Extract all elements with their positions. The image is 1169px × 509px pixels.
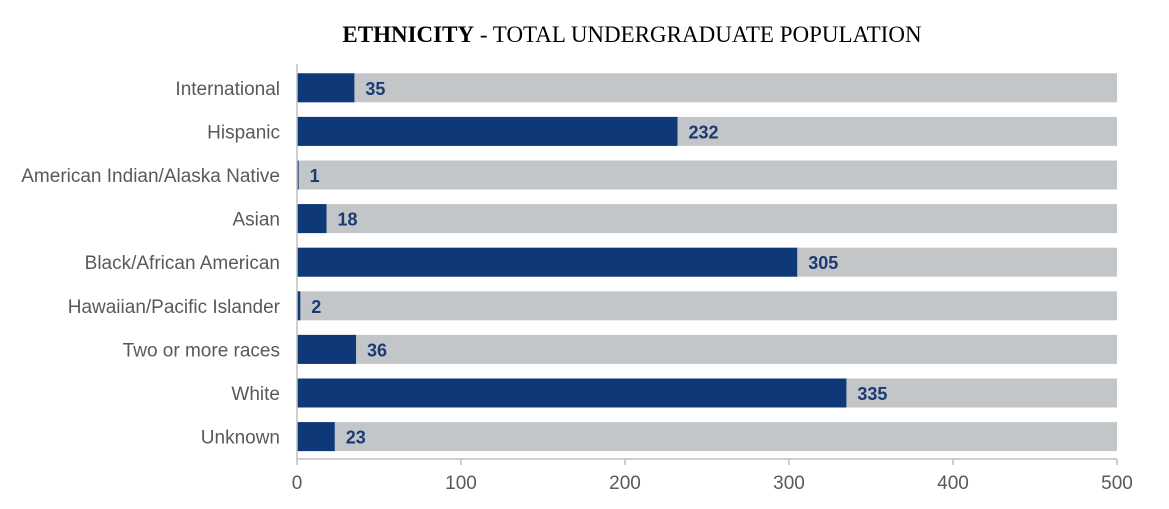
value-bar <box>297 334 357 364</box>
category-label: Asian <box>232 210 280 231</box>
category-label: American Indian/Alaska Native <box>21 166 280 187</box>
value-bar <box>297 160 299 190</box>
value-bar <box>297 378 847 408</box>
background-bar <box>297 160 1117 190</box>
data-label: 18 <box>338 210 358 230</box>
background-bar <box>297 422 1117 452</box>
background-bar <box>297 204 1117 234</box>
background-bar <box>297 73 1117 103</box>
value-bar <box>297 247 798 277</box>
value-bar <box>297 73 355 103</box>
value-bar <box>297 422 335 452</box>
data-label: 305 <box>808 253 838 273</box>
x-tick-label: 200 <box>609 473 641 494</box>
category-label: Hawaiian/Pacific Islander <box>68 297 281 318</box>
value-bar <box>297 204 327 234</box>
x-tick-label: 0 <box>292 473 303 494</box>
data-label: 35 <box>365 79 385 99</box>
x-tick-label: 500 <box>1101 473 1133 494</box>
chart-title-rest: - TOTAL UNDERGRADUATE POPULATION <box>474 22 922 47</box>
x-tick-label: 300 <box>773 473 805 494</box>
data-label: 36 <box>367 340 387 360</box>
category-label: Unknown <box>201 428 280 449</box>
category-label: International <box>175 79 280 100</box>
data-label: 23 <box>346 428 366 448</box>
category-label: Black/African American <box>85 253 280 274</box>
category-label: White <box>231 384 280 405</box>
data-label: 1 <box>310 166 320 186</box>
chart-title-bold: ETHNICITY <box>342 22 475 47</box>
x-tick-label: 400 <box>937 473 969 494</box>
data-label: 335 <box>857 384 887 404</box>
x-tick-label: 100 <box>445 473 477 494</box>
data-label: 232 <box>688 122 718 142</box>
value-bar <box>297 116 678 146</box>
data-label: 2 <box>311 297 321 317</box>
chart-title: ETHNICITY - TOTAL UNDERGRADUATE POPULATI… <box>0 22 1169 48</box>
background-bar <box>297 291 1117 321</box>
category-label: Hispanic <box>207 122 280 143</box>
background-bar <box>297 334 1117 364</box>
category-label: Two or more races <box>123 340 280 361</box>
value-bar <box>297 291 301 321</box>
